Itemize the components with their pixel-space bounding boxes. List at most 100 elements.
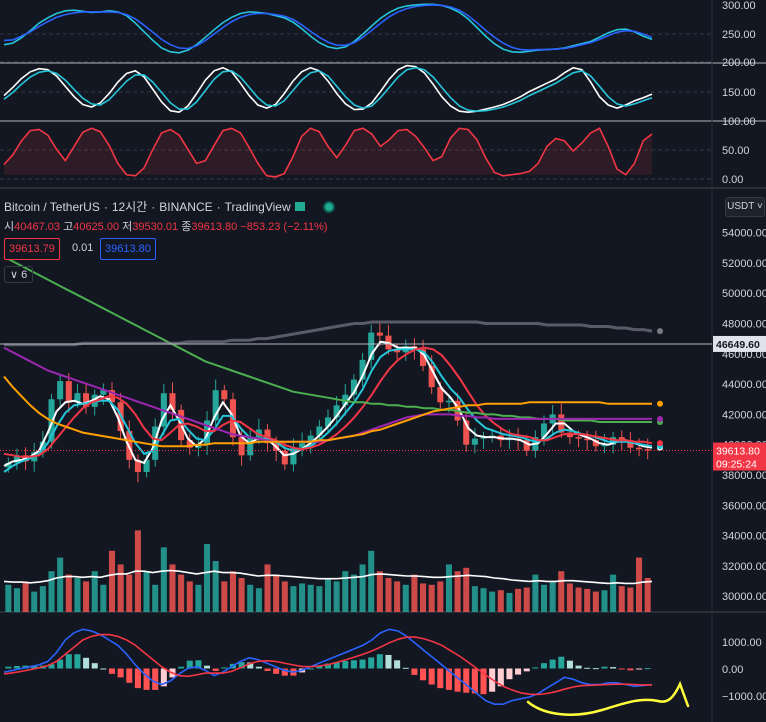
candle-body xyxy=(471,438,478,445)
macd-histogram-bar xyxy=(445,668,452,690)
volume-bar xyxy=(100,584,107,612)
volume-bar xyxy=(515,588,522,612)
candle-body xyxy=(523,440,530,451)
macd-histogram-bar xyxy=(74,654,81,669)
indicators-toggle[interactable]: ∨ 6 xyxy=(4,266,34,283)
macd-histogram-bar xyxy=(532,667,539,669)
volume-bar xyxy=(204,544,211,612)
y-tick-label: 36000.00 xyxy=(722,500,766,512)
candle-body xyxy=(186,440,193,448)
macd-histogram-bar xyxy=(575,665,582,669)
sell-button[interactable]: 39613.79 xyxy=(4,238,60,260)
macd-histogram-bar xyxy=(264,668,271,671)
volume-bar xyxy=(264,564,271,612)
hand-drawn-highlight xyxy=(526,680,690,716)
last-price-label: 39613.80 xyxy=(716,446,760,458)
y-tick-label: 50.00 xyxy=(722,145,750,157)
volume-bar xyxy=(592,591,599,612)
ma-end-marker xyxy=(657,415,663,422)
candle-body xyxy=(134,459,141,472)
macd-histogram-bar xyxy=(359,659,366,669)
currency-select[interactable]: USDT ˅ xyxy=(725,197,765,217)
volume-bar xyxy=(290,586,297,612)
macd-histogram-bar xyxy=(342,661,349,669)
candle-body xyxy=(584,438,591,441)
osc-fill xyxy=(4,128,652,177)
volume-bar xyxy=(454,571,461,612)
change-value: −853.23 (−2.11%) xyxy=(240,221,328,233)
exchange-label: BINANCE xyxy=(159,199,213,214)
candle-body xyxy=(65,381,72,403)
volume-bar xyxy=(618,586,625,612)
y-tick-label: 0.00 xyxy=(722,174,743,186)
volume-bar xyxy=(558,571,565,612)
macd-histogram-bar xyxy=(83,657,90,669)
market-status-icon[interactable] xyxy=(322,200,335,213)
macd-histogram-bar xyxy=(644,668,651,670)
macd-histogram-bar xyxy=(178,666,185,669)
volume-bar xyxy=(350,574,357,612)
macd-histogram-bar xyxy=(281,668,288,676)
volume-bar xyxy=(359,564,366,612)
volume-bar xyxy=(91,571,98,612)
volume-bar xyxy=(532,574,539,612)
macd-histogram-bar xyxy=(31,665,38,669)
candle-body xyxy=(644,449,651,451)
candle-body xyxy=(299,443,306,448)
last-price-badge xyxy=(713,442,766,471)
y-tick-label: 50000.00 xyxy=(722,288,766,300)
candle-body xyxy=(445,400,452,403)
ma-end-marker xyxy=(657,328,663,335)
volume-bar xyxy=(221,581,228,612)
macd-histogram-bar xyxy=(48,664,55,669)
volume-bar xyxy=(575,587,582,612)
volume-bar xyxy=(212,561,219,612)
volume-bar xyxy=(601,590,608,612)
macd-histogram-bar xyxy=(601,666,608,669)
macd-histogram-bar xyxy=(506,668,513,680)
flag-icon[interactable] xyxy=(294,202,305,211)
volume-bar xyxy=(13,588,20,612)
candle-body xyxy=(333,405,340,418)
volume-bar xyxy=(316,586,323,612)
macd-histogram-bar xyxy=(255,666,262,669)
price-axis[interactable]: 300.00 250.00 200.00 150.00 100.00 50.00 0.00 5… xyxy=(713,0,766,703)
volume-bar xyxy=(610,574,617,612)
volume-bar xyxy=(394,581,401,612)
macd-histogram-bar xyxy=(316,665,323,669)
macd-histogram-bar xyxy=(350,660,357,669)
candle-body xyxy=(307,435,314,444)
volume-bar xyxy=(299,583,306,612)
candle-body xyxy=(368,332,375,360)
volume-bar xyxy=(644,578,651,612)
volume-bar xyxy=(506,592,513,612)
macd-histogram-bar xyxy=(368,657,375,669)
candle-body xyxy=(601,444,608,447)
volume-bar xyxy=(497,590,504,612)
volume-bar xyxy=(471,586,478,612)
y-tick-label: 52000.00 xyxy=(722,258,766,270)
candle-body xyxy=(420,349,427,366)
macd-histogram-bar xyxy=(420,668,427,681)
volume-bar xyxy=(186,581,193,612)
candle-body xyxy=(618,437,625,441)
interval-label[interactable]: 12시간 xyxy=(111,200,148,214)
moving-average-line xyxy=(3,375,652,448)
candle-body xyxy=(480,437,487,439)
volume-bar xyxy=(57,557,64,612)
y-tick-label: 48000.00 xyxy=(722,319,766,331)
macd-histogram-bar xyxy=(627,668,634,671)
macd-histogram-bar xyxy=(471,668,478,694)
candle-body xyxy=(394,349,401,353)
volume-bar xyxy=(420,583,427,612)
indicators-count: 6 xyxy=(21,269,28,281)
y-tick-label: −1000.00 xyxy=(722,691,766,703)
macd-histogram-bar xyxy=(566,660,573,669)
volume-bar xyxy=(108,550,116,612)
macd-histogram-bar xyxy=(221,667,228,669)
volume-bar xyxy=(342,571,349,612)
symbol-title[interactable]: Bitcoin / TetherUS · 12시간 · BINANCE · Tr… xyxy=(4,198,335,215)
macd-histogram-bar xyxy=(273,668,280,674)
buy-button[interactable]: 39613.80 xyxy=(100,238,156,260)
